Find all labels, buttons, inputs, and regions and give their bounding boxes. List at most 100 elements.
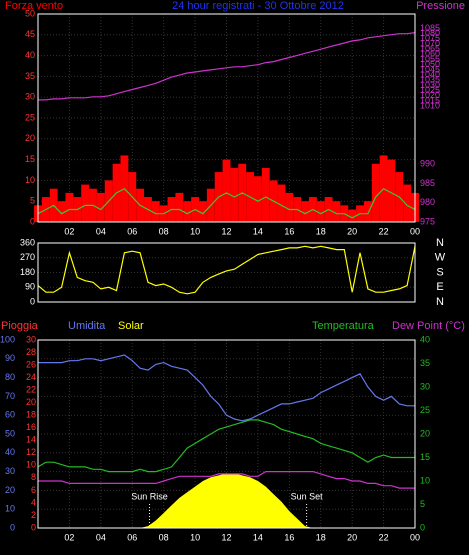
x-tick-label: 10 xyxy=(190,226,200,236)
x-tick-label: 04 xyxy=(96,532,106,542)
x-tick-label: 04 xyxy=(96,226,106,236)
line xyxy=(37,187,416,219)
plot-area xyxy=(38,243,415,302)
bar xyxy=(65,192,74,222)
y2-tick-label: 1070 xyxy=(420,38,440,48)
y-tick-label: 30 xyxy=(5,466,15,476)
x-tick-label: 06 xyxy=(127,532,137,542)
y-tick-label: 100 xyxy=(0,334,15,344)
y2-tick-label: 5 xyxy=(420,499,425,509)
y2-tick-label: N xyxy=(436,296,444,308)
bar xyxy=(316,201,325,222)
y2-tick-label: 1050 xyxy=(420,59,440,69)
x-tick-label: 14 xyxy=(253,226,263,236)
bar xyxy=(96,192,105,222)
y2-tick-label: 1045 xyxy=(420,64,440,74)
y3-tick-label: 990 xyxy=(420,159,435,169)
bar xyxy=(363,201,372,222)
legend-entry: Solar xyxy=(118,320,144,332)
y-tick-label: 180 xyxy=(20,267,35,277)
bar xyxy=(57,201,66,222)
y-tick-label: 360 xyxy=(20,237,35,247)
y-tick-label: 90 xyxy=(5,353,15,363)
chart-title: 24 hour registrati - 30 Ottobre 2012 xyxy=(172,0,344,12)
x-tick-label: 14 xyxy=(253,532,263,542)
y-tick-label: 15 xyxy=(25,154,35,164)
y-tick-label: 70 xyxy=(5,391,15,401)
y2-tick-label: 1010 xyxy=(420,100,440,110)
y-tick-label: 50 xyxy=(25,8,35,18)
y2-tick-label: 1030 xyxy=(420,80,440,90)
bar xyxy=(387,159,396,222)
y3-tick-label: 8 xyxy=(31,472,36,482)
x-tick-label: 20 xyxy=(347,226,357,236)
bar xyxy=(332,201,341,222)
bar xyxy=(371,163,380,222)
legend-entry: Temperatura xyxy=(312,320,375,332)
y-tick-label: 40 xyxy=(5,447,15,457)
axis-label: Pioggia xyxy=(1,320,39,332)
line xyxy=(38,32,416,101)
x-tick-label: 22 xyxy=(379,532,389,542)
y2-tick-label: 25 xyxy=(420,405,430,415)
y2-tick-label: 1055 xyxy=(420,54,440,64)
y3-tick-label: 22 xyxy=(26,385,36,395)
y3-tick-label: 980 xyxy=(420,197,435,207)
x-tick-label: 22 xyxy=(379,226,389,236)
y2-tick-label: W xyxy=(435,252,446,264)
bar xyxy=(403,184,412,222)
y-tick-label: 80 xyxy=(5,372,15,382)
y2-tick-label: 40 xyxy=(420,334,430,344)
bar xyxy=(81,184,90,222)
y2-tick-label: E xyxy=(436,281,443,293)
y3-tick-label: 30 xyxy=(26,334,36,344)
x-tick-label: 06 xyxy=(127,226,137,236)
y3-tick-label: 12 xyxy=(26,447,36,457)
y3-tick-label: 10 xyxy=(26,460,36,470)
y2-tick-label: 1085 xyxy=(420,23,440,33)
y-tick-label: 10 xyxy=(5,504,15,514)
bar xyxy=(277,184,286,222)
bar xyxy=(261,167,270,222)
y3-tick-label: 0 xyxy=(31,522,36,532)
bar xyxy=(348,209,357,222)
y-tick-label: 0 xyxy=(30,296,35,306)
y2-tick-label: 1025 xyxy=(420,85,440,95)
y2-tick-label: 0 xyxy=(420,522,425,532)
y-tick-label: 90 xyxy=(25,282,35,292)
y-tick-label: 40 xyxy=(25,50,35,60)
y2-tick-label: 1035 xyxy=(420,75,440,85)
y-tick-label: 25 xyxy=(25,112,35,122)
y3-tick-label: 28 xyxy=(26,347,36,357)
bar xyxy=(301,201,309,222)
y-tick-label: 60 xyxy=(5,410,15,420)
x-tick-label: 02 xyxy=(64,532,74,542)
y2-tick-label: 1060 xyxy=(420,49,440,59)
legend-entry: Umidita xyxy=(68,320,106,332)
y3-tick-label: 975 xyxy=(420,216,435,226)
x-tick-label: 00 xyxy=(410,532,420,542)
y2-tick-label: 15 xyxy=(420,452,430,462)
y-tick-label: 45 xyxy=(25,29,35,39)
y2-tick-label: 1080 xyxy=(420,28,440,38)
annotation: Sun Rise xyxy=(131,491,168,501)
y2-tick-label: 1040 xyxy=(420,69,440,79)
y3-tick-label: 26 xyxy=(26,359,36,369)
x-tick-label: 12 xyxy=(221,532,231,542)
legend-entry: Pressione xyxy=(416,0,465,12)
x-tick-label: 18 xyxy=(316,226,326,236)
line xyxy=(38,471,415,489)
legend-entry: Forza vento xyxy=(5,0,63,12)
bar xyxy=(285,192,294,222)
y-tick-label: 30 xyxy=(25,92,35,102)
bar xyxy=(199,201,207,222)
y-tick-label: 0 xyxy=(10,522,15,532)
bar xyxy=(253,176,262,222)
legend-entry: Dew Point (°C) xyxy=(392,320,465,332)
y3-tick-label: 16 xyxy=(26,422,36,432)
y3-tick-label: 985 xyxy=(420,178,435,188)
y-tick-label: 10 xyxy=(25,175,35,185)
y2-tick-label: 20 xyxy=(420,428,430,438)
x-tick-label: 12 xyxy=(221,226,231,236)
x-tick-label: 16 xyxy=(284,226,294,236)
